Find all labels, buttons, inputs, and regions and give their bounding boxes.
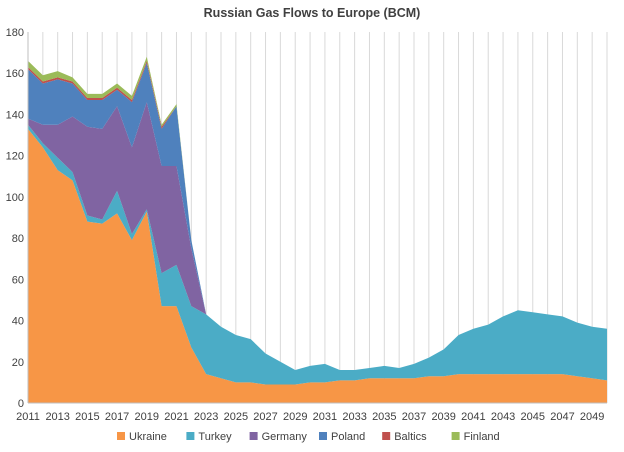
y-tick-label: 20 xyxy=(12,357,24,369)
y-tick-label: 180 xyxy=(6,27,24,39)
x-tick-label: 2037 xyxy=(402,411,426,423)
legend-label-ukraine: Ukraine xyxy=(129,431,167,443)
legend-swatch-finland xyxy=(451,432,460,440)
x-tick-label: 2011 xyxy=(16,411,40,423)
legend-swatch-poland xyxy=(319,432,327,440)
x-tick-label: 2017 xyxy=(105,411,129,423)
x-tick-label: 2021 xyxy=(164,411,188,423)
axes xyxy=(27,32,607,404)
legend-label-poland: Poland xyxy=(331,431,365,443)
chart-title: Russian Gas Flows to Europe (BCM) xyxy=(204,6,421,20)
x-tick-label: 2045 xyxy=(521,411,545,423)
y-tick-label: 100 xyxy=(6,192,24,204)
legend-label-turkey: Turkey xyxy=(198,431,232,443)
series-area-ukraine xyxy=(28,128,607,403)
y-tick-label: 60 xyxy=(12,274,24,286)
x-tick-label: 2025 xyxy=(224,411,248,423)
x-axis-tick-labels: 2011 2013 2015 2017 2019 2021 2023 2025 2027 2029… xyxy=(16,411,604,423)
y-tick-label: 160 xyxy=(6,68,24,80)
x-tick-label: 2033 xyxy=(342,411,366,423)
x-tick-label: 2015 xyxy=(75,411,99,423)
x-tick-label: 2031 xyxy=(313,411,337,423)
x-tick-label: 2019 xyxy=(135,411,159,423)
series-area-poland xyxy=(28,62,607,371)
x-tick-label: 2043 xyxy=(491,411,515,423)
y-tick-label: 140 xyxy=(6,109,24,121)
x-tick-label: 2035 xyxy=(372,411,396,423)
y-tick-label: 40 xyxy=(12,316,24,328)
legend-label-baltics: Baltics xyxy=(394,431,427,443)
x-tick-label: 2013 xyxy=(45,411,69,423)
x-tick-label: 2029 xyxy=(283,411,307,423)
legend: Ukraine Turkey Germany Poland Baltics Finland xyxy=(117,431,500,443)
x-tick-label: 2027 xyxy=(253,411,277,423)
y-tick-label: 0 xyxy=(18,398,24,410)
series-area-germany xyxy=(28,102,607,371)
y-axis-tick-labels: 0 20 40 60 80 100 120 140 160 180 xyxy=(6,27,24,410)
legend-label-finland: Finland xyxy=(464,431,500,443)
legend-swatch-baltics xyxy=(382,432,391,440)
legend-swatch-turkey xyxy=(186,432,195,440)
x-tick-label: 2047 xyxy=(550,411,574,423)
series-areas xyxy=(28,56,607,403)
series-area-turkey xyxy=(28,124,607,385)
y-tick-label: 80 xyxy=(12,233,24,245)
legend-label-germany: Germany xyxy=(262,431,308,443)
x-tick-label: 2041 xyxy=(461,411,485,423)
y-tick-label: 120 xyxy=(6,151,24,163)
legend-swatch-ukraine xyxy=(117,432,125,440)
x-tick-label: 2039 xyxy=(431,411,455,423)
x-tick-label: 2023 xyxy=(194,411,218,423)
legend-swatch-germany xyxy=(249,432,258,440)
x-tick-label: 2049 xyxy=(580,411,604,423)
